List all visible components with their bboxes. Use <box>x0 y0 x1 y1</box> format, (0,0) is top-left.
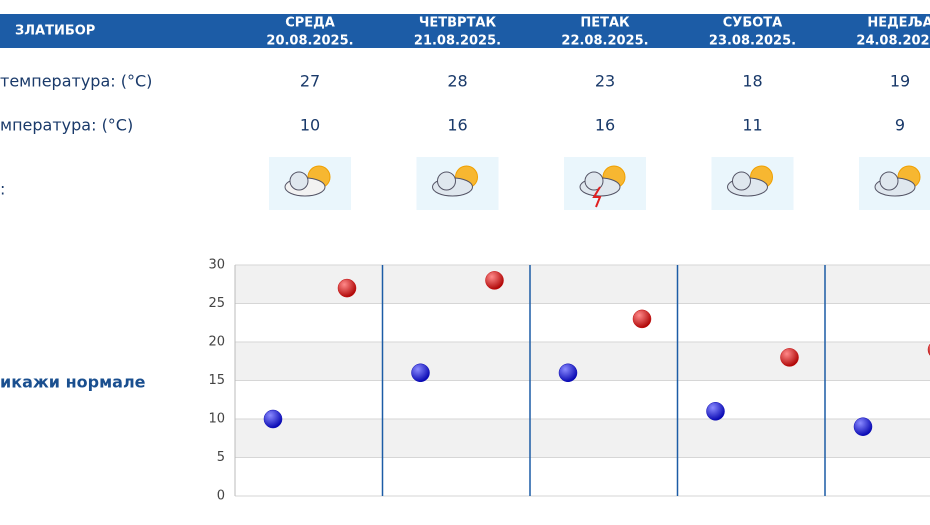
cell-value: 27 <box>300 72 320 91</box>
day-name: НЕДЕЉА <box>867 16 930 31</box>
icon-cloud <box>289 171 309 191</box>
temp-dot <box>337 278 357 298</box>
day-name: СУБОТА <box>723 16 782 31</box>
location: ЗЛАТИБОР <box>15 24 95 39</box>
y-tick-label: 10 <box>208 412 225 427</box>
y-tick-label: 30 <box>208 258 225 273</box>
row-label: температура: (°C) <box>0 72 152 91</box>
day-date: 20.08.2025. <box>266 34 353 49</box>
weather-icon <box>859 157 930 210</box>
day-date: 21.08.2025. <box>414 34 501 49</box>
icon-cloud <box>437 171 456 191</box>
temp-dot <box>411 363 430 383</box>
cell-value: 23 <box>595 72 615 91</box>
header-bar <box>0 14 930 48</box>
y-tick-label: 25 <box>208 296 225 311</box>
weather-icon <box>711 157 794 210</box>
cell-value: 10 <box>300 116 320 135</box>
temp-dot <box>263 409 283 429</box>
weather-icon <box>416 157 499 210</box>
y-tick-label: 5 <box>217 450 225 465</box>
day-name: ПЕТАК <box>580 16 630 31</box>
y-tick-label: 15 <box>208 373 225 388</box>
day-date: 23.08.2025. <box>709 34 796 49</box>
weather-icon <box>269 157 351 210</box>
icon-bolt <box>592 186 602 208</box>
icon-cloud <box>732 171 751 191</box>
temp-dot <box>485 271 504 290</box>
temp-dot <box>706 402 725 421</box>
y-tick-label: 20 <box>208 335 225 350</box>
grid-band <box>235 419 930 458</box>
cell-value: 19 <box>890 72 910 91</box>
temp-dot <box>780 348 799 367</box>
day-date: 22.08.2025. <box>561 34 648 49</box>
temp-dot <box>853 417 873 436</box>
cell-value: 16 <box>447 116 467 135</box>
normals-link[interactable]: икажи нормале <box>0 373 146 392</box>
temp-dot <box>558 363 578 383</box>
icon-cloud <box>879 171 899 191</box>
day-name: ЧЕТВРТАК <box>419 16 497 31</box>
weather-label: : <box>0 180 5 199</box>
cell-value: 9 <box>895 116 905 135</box>
row-label: мпература: (°C) <box>0 116 133 135</box>
weather-icon <box>564 157 646 210</box>
y-tick-label: 0 <box>217 489 225 504</box>
cell-value: 16 <box>595 116 615 135</box>
cell-value: 18 <box>742 72 762 91</box>
day-name: СРЕДА <box>285 16 335 31</box>
cell-value: 11 <box>742 116 762 135</box>
weather-icons <box>269 157 930 210</box>
grid-band <box>235 342 930 381</box>
icon-cloud <box>584 171 604 191</box>
day-date: 24.08.2025. <box>856 34 930 49</box>
temp-dot <box>632 309 652 329</box>
cell-value: 28 <box>447 72 467 91</box>
